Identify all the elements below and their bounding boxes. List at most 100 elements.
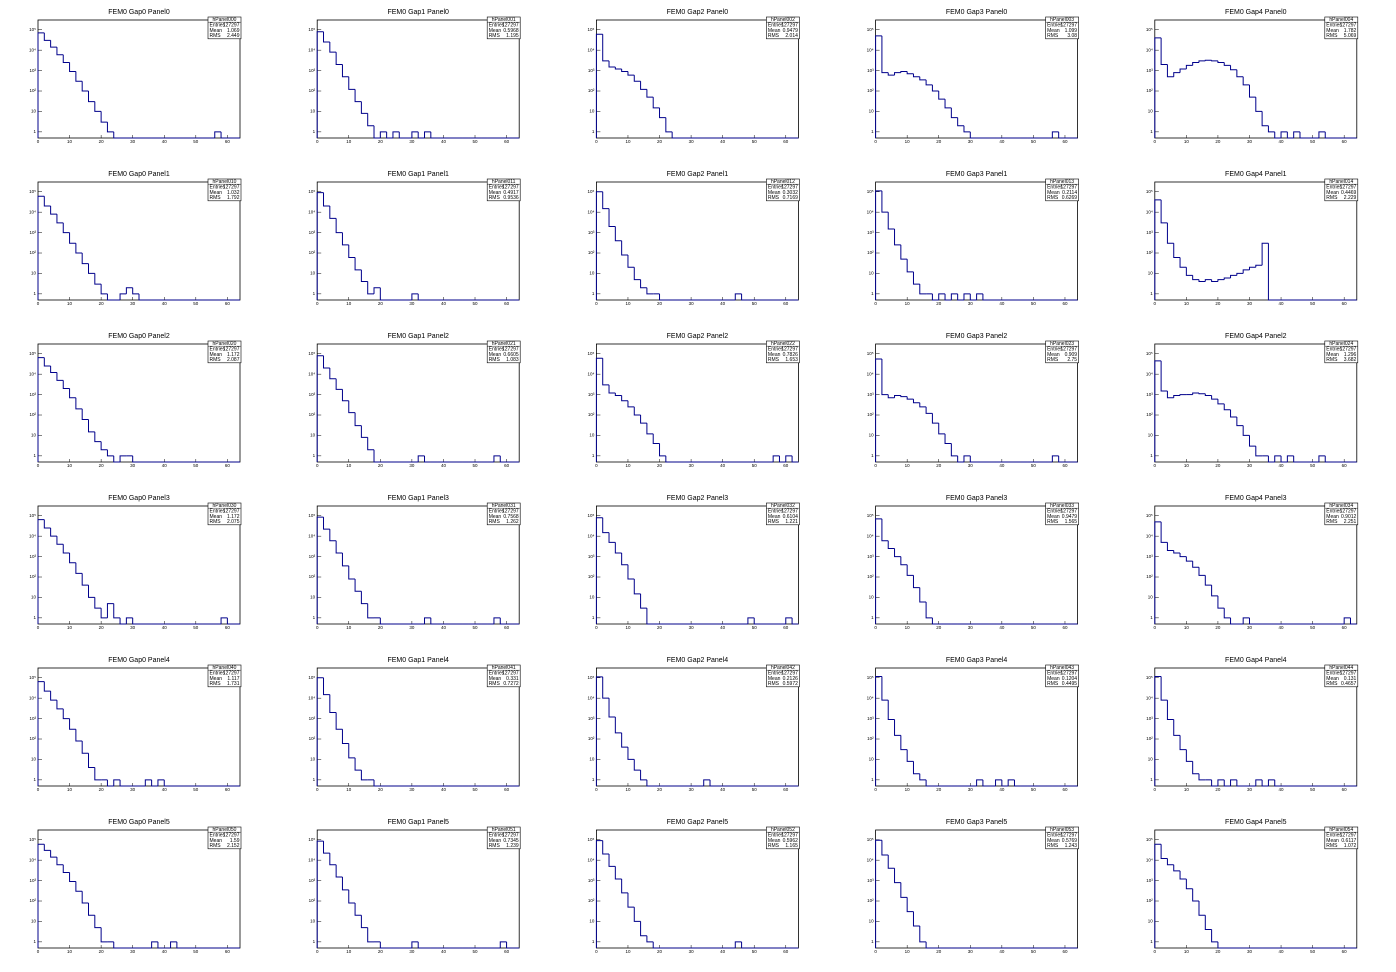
stats-label: Mean [1326,28,1339,34]
stats-value: 1.239 [506,843,519,849]
histogram-bin [1001,779,1009,787]
stats-label: RMS [489,681,501,687]
histogram-bin [106,122,114,133]
x-tick-label: 60 [225,787,231,792]
x-tick-label: 60 [1342,463,1348,468]
stats-value: 1.172 [227,514,240,520]
histogram-bin [88,585,95,598]
stats-value: 5.069 [1344,33,1357,39]
y-tick-label: 10⁴ [308,533,315,538]
histogram-bin [88,263,95,274]
stats-label: Entries [1326,347,1342,353]
x-tick-label: 50 [1310,949,1316,954]
stats-label: Entries [210,833,226,839]
histogram-bin [875,358,882,462]
x-tick-label: 40 [441,787,447,792]
y-tick-label: 10² [588,250,595,255]
histogram-bin [430,617,438,625]
stats-value: 2.014 [785,33,798,39]
stats-label: Entries [210,23,226,29]
histogram-bin [900,556,908,566]
y-tick-label: 10² [867,898,874,903]
x-tick-label: 10 [905,463,911,468]
histogram-bin [875,35,882,138]
stats-box [766,178,800,202]
histogram-bin [1198,392,1206,395]
y-tick-label: 10³ [29,716,36,721]
histogram-bin [633,75,641,82]
stats-value: 2.449 [227,33,240,39]
histogram-bin [646,935,654,943]
y-tick-label: 10⁴ [587,533,594,538]
y-tick-label: 10⁴ [308,857,315,862]
y-tick-label: 10³ [867,878,874,883]
stats-value: 127297 [223,833,240,839]
histogram-bin [1248,617,1256,625]
x-tick-label: 50 [193,139,199,144]
x-tick-label: 60 [1062,949,1068,954]
chart-title: FEM0 Gap1 Panel2 [387,333,449,340]
y-tick-label: 10 [1148,757,1154,762]
histogram-bin [646,608,654,625]
y-tick-label: 1 [1150,291,1153,296]
histogram-bin [56,857,64,866]
histogram-bin [1223,62,1231,66]
x-tick-label: 60 [504,787,510,792]
y-tick-label: 10⁴ [867,371,874,376]
stats-label: Mean [1047,28,1060,34]
stats-label: Entries [768,23,784,29]
x-tick-label: 0 [1154,463,1157,468]
y-tick-label: 10⁵ [1146,675,1153,680]
histogram-bin [1154,676,1162,786]
y-tick-label: 10⁴ [1146,47,1153,52]
histogram-bin [360,770,368,781]
histogram-bin [392,131,400,138]
chart-title: FEM0 Gap4 Panel5 [1225,819,1287,826]
stats-value: 0.131 [1344,676,1357,682]
stats-value: 127297 [1060,671,1077,677]
histogram-bin [1154,360,1162,462]
histogram-bin [367,927,375,943]
chart-title: FEM0 Gap4 Panel2 [1225,333,1287,340]
stats-label: RMS [1047,519,1059,525]
histogram-panel: FEM0 Gap0 Panel1 0 10 20 30 40 50 60 1 10 10² 10³ 10… [29,171,242,306]
stats-label: RMS [210,195,222,201]
histogram-bin [1173,395,1181,398]
histogram-bin [1179,735,1187,751]
histogram-bin [157,941,165,949]
histogram-bin [894,72,901,76]
histogram-bin [56,700,64,710]
y-tick-label: 10⁵ [308,513,315,518]
stats-value: 127297 [781,671,798,677]
histogram-bin [887,212,895,230]
x-tick-label: 40 [1279,463,1285,468]
x-tick-label: 20 [657,301,663,306]
stats-label: RMS [768,519,780,525]
x-tick-label: 50 [752,787,758,792]
histogram-bin [94,915,102,929]
y-tick-label: 1 [871,939,874,944]
y-tick-label: 10 [31,595,37,600]
histogram-bin [88,419,95,433]
histogram-bin [94,101,102,112]
histogram-bin [1185,64,1193,69]
y-tick-label: 10³ [588,392,595,397]
stats-value: 127297 [223,671,240,677]
histogram-bin [94,431,102,443]
x-tick-label: 0 [874,625,877,630]
x-tick-label: 60 [783,301,789,306]
y-tick-label: 10⁵ [1146,351,1153,356]
histogram-bin [621,878,628,894]
stats-value: 0.1204 [1062,676,1078,682]
histogram-bin [646,287,654,295]
x-tick-label: 10 [1184,625,1190,630]
histogram-bin [348,76,356,90]
histogram-bin [1160,199,1168,224]
histogram-bin [113,603,121,619]
x-tick-label: 40 [999,625,1005,630]
histogram-bin [1223,608,1231,619]
x-tick-label: 0 [316,949,319,954]
histogram-bin [931,413,939,424]
histogram-bin [1324,131,1332,139]
stats-box [1045,16,1079,40]
